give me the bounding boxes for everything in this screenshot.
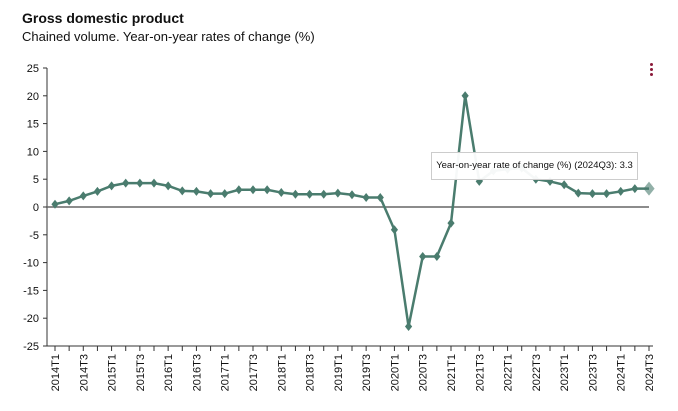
y-tick-label: 5 (33, 174, 39, 186)
data-point (150, 178, 158, 188)
data-point (376, 193, 384, 203)
data-point (136, 178, 144, 188)
y-tick-label: 20 (27, 91, 39, 103)
data-point (51, 199, 59, 209)
tooltip: Year-on-year rate of change (%) (2024Q3)… (431, 152, 638, 180)
y-tick-label: -10 (23, 258, 39, 270)
x-tick-label: 2024T3 (644, 354, 656, 391)
data-point (602, 189, 611, 199)
series-line (54, 95, 649, 327)
x-tick-label: 2021T3 (474, 354, 486, 391)
y-tick-label: 10 (27, 146, 39, 158)
data-point (221, 189, 229, 199)
y-tick-label: -15 (23, 285, 39, 297)
data-point (249, 185, 257, 195)
x-tick-label: 2019T1 (333, 354, 345, 391)
y-tick-label: -5 (29, 230, 39, 242)
y-tick-label: -25 (23, 341, 39, 353)
data-point (643, 181, 655, 196)
data-point (419, 251, 427, 261)
data-point (461, 91, 469, 101)
y-tick-label: 0 (33, 202, 39, 214)
vertical-ellipsis-icon[interactable] (646, 63, 656, 79)
data-point (93, 186, 102, 196)
data-point (122, 178, 130, 188)
data-point (362, 193, 370, 203)
data-point (107, 181, 116, 191)
y-tick-label: -20 (23, 313, 39, 325)
x-tick-label: 2017T1 (220, 354, 232, 391)
data-point (277, 188, 285, 198)
x-tick-label: 2014T3 (78, 354, 90, 391)
x-tick-label: 2016T1 (163, 354, 175, 391)
data-point (588, 189, 597, 199)
x-tick-label: 2024T1 (616, 354, 628, 391)
x-tick-label: 2016T3 (191, 354, 203, 391)
data-point (164, 181, 172, 191)
data-point (574, 188, 582, 198)
data-point (79, 191, 87, 201)
y-tick-label: 15 (27, 119, 39, 131)
x-tick-label: 2017T3 (248, 354, 260, 391)
data-point (320, 189, 328, 199)
data-point (404, 322, 413, 332)
data-point (291, 189, 300, 199)
data-point (192, 186, 201, 196)
chart-subtitle: Chained volume. Year-on-year rates of ch… (22, 29, 315, 44)
x-tick-label: 2021T1 (446, 354, 458, 391)
data-point (305, 189, 314, 199)
data-point (178, 186, 186, 196)
x-tick-label: 2014T1 (50, 354, 62, 391)
data-point (206, 189, 215, 199)
x-tick-label: 2018T3 (305, 354, 317, 391)
x-tick-label: 2019T3 (361, 354, 373, 391)
data-point (65, 196, 73, 206)
x-tick-label: 2020T3 (418, 354, 430, 391)
x-tick-label: 2015T3 (135, 354, 147, 391)
data-point (617, 186, 625, 196)
x-tick-label: 2023T3 (587, 354, 599, 391)
x-tick-label: 2015T1 (107, 354, 119, 391)
x-tick-label: 2022T1 (503, 354, 515, 391)
x-tick-label: 2023T1 (559, 354, 571, 391)
y-tick-label: 25 (27, 63, 39, 75)
x-tick-label: 2022T3 (531, 354, 543, 391)
data-point (560, 180, 568, 190)
data-point (334, 188, 342, 198)
x-tick-label: 2020T1 (389, 354, 401, 391)
data-point (631, 184, 639, 194)
data-point (348, 190, 356, 200)
data-point (433, 251, 441, 261)
chart-title: Gross domestic product (22, 10, 184, 26)
data-point (447, 218, 455, 228)
x-tick-label: 2018T1 (276, 354, 288, 391)
data-point (390, 225, 399, 235)
data-point (235, 185, 243, 195)
data-point (263, 185, 271, 195)
